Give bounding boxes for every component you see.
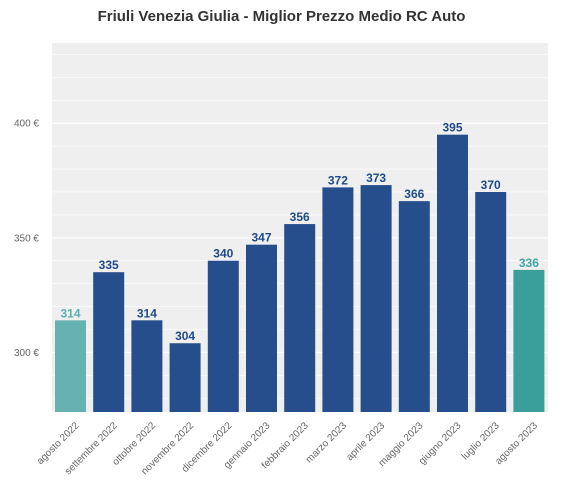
- bar: [55, 320, 86, 412]
- data-label: 373: [366, 171, 386, 185]
- bar: [322, 187, 354, 412]
- data-label: 372: [328, 173, 348, 187]
- bar: [93, 272, 125, 412]
- y-tick-label: 400 €: [14, 119, 39, 130]
- data-label: 304: [175, 329, 195, 343]
- y-tick-label: 350 €: [14, 233, 39, 244]
- data-label: 370: [481, 178, 501, 192]
- data-label: 395: [442, 121, 462, 135]
- data-label: 314: [137, 306, 157, 320]
- data-label: 340: [213, 247, 233, 261]
- bar: [437, 134, 468, 413]
- data-label: 335: [99, 258, 119, 272]
- bars: [55, 134, 545, 413]
- bar: [207, 260, 239, 412]
- data-label: 347: [251, 231, 271, 245]
- data-label: 366: [404, 187, 424, 201]
- data-label: 314: [60, 306, 80, 320]
- data-label: 356: [290, 210, 310, 224]
- data-labels: 314 335 314 304 340 347 356 372 373 366 395 370 336: [60, 121, 539, 344]
- x-tick-label: marzo 2023: [304, 420, 349, 465]
- y-axis-ticks: 300 € 350 € 400 €: [14, 119, 39, 359]
- bar: [131, 320, 163, 412]
- bar: [360, 185, 392, 412]
- y-tick-label: 300 €: [14, 348, 39, 359]
- bar: [246, 244, 277, 412]
- bar: [169, 343, 201, 412]
- bar: [513, 269, 545, 412]
- data-label: 336: [519, 256, 539, 270]
- chart-title: Friuli Venezia Giulia - Miglior Prezzo M…: [97, 8, 466, 25]
- bar: [284, 224, 316, 412]
- bar: [475, 191, 507, 412]
- bar: [398, 201, 430, 412]
